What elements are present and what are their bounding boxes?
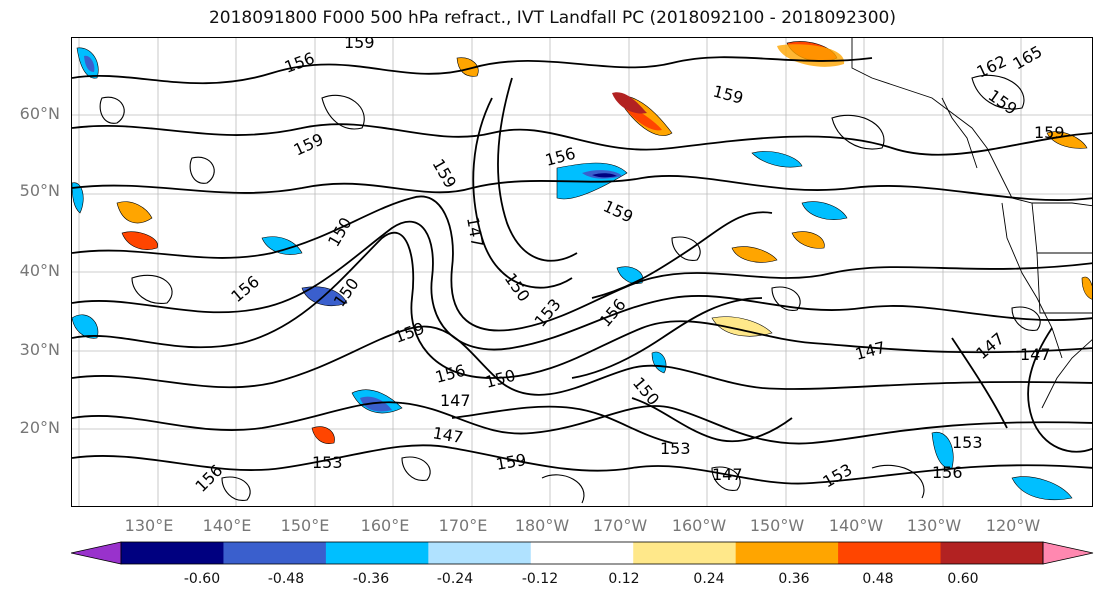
colorbar-tick-label: -0.60 (183, 571, 221, 587)
contour-label: 153 (820, 460, 856, 492)
contour-label: 159 (711, 82, 745, 108)
contour-label: 150 (629, 373, 663, 409)
lon-label-150e: 150°E (280, 516, 330, 535)
contour-label: 159 (1034, 123, 1065, 142)
filled-anomalies (72, 41, 1092, 501)
contour-label: 153 (312, 453, 343, 472)
contour-label: 159 (429, 156, 461, 192)
contour-label: 156 (596, 295, 630, 331)
colorbar-tick-label: -0.12 (521, 571, 559, 587)
colorbar-swatch (940, 542, 1044, 564)
map-title: 2018091800 F000 500 hPa refract., IVT La… (208, 8, 896, 28)
lat-label-50n: 50°N (19, 181, 60, 200)
lon-label-140w: 140°W (828, 516, 884, 535)
colorbar-tick-label: -0.36 (352, 571, 390, 587)
colorbar-swatch (633, 542, 737, 564)
contour-label: 159 (392, 318, 427, 346)
colorbar-tick-label: 0.48 (862, 571, 894, 587)
lon-label-150w: 150°W (749, 516, 805, 535)
colorbar-swatch (735, 542, 839, 564)
contour-label: 156 (932, 463, 963, 482)
contour-label: 162 (974, 51, 1010, 81)
contour-lines (72, 56, 1092, 485)
contour-label: 159 (985, 86, 1021, 119)
lon-label-180w: 180°W (514, 516, 570, 535)
contour-label: 159 (291, 129, 327, 159)
colorbar-min-arrow (71, 541, 122, 565)
contour-label: 159 (344, 38, 375, 52)
colorbar-tick-label: 0.60 (947, 571, 979, 587)
colorbar-tick-label: 0.24 (693, 571, 725, 587)
colorbar-outline (120, 541, 1044, 565)
lat-label-40n: 40°N (19, 261, 60, 280)
contour-label: 147 (853, 338, 887, 364)
colorbar-max-arrow (1042, 541, 1094, 565)
map-panel: 159 156 159 159 156 159 150 147 156 150 … (71, 37, 1093, 507)
lon-label-130e: 130°E (124, 516, 174, 535)
contour-label: 147 (431, 423, 464, 447)
contour-label: 153 (660, 439, 691, 458)
contour-label: 147 (463, 215, 487, 248)
lon-label-170w: 170°W (592, 516, 648, 535)
lon-label-120w: 120°W (985, 516, 1041, 535)
contour-label: 159 (494, 450, 527, 474)
colorbar-swatch (121, 542, 224, 564)
colorbar-swatch (428, 542, 532, 564)
contour-label: 159 (600, 196, 636, 226)
contour-label: 156 (433, 361, 467, 387)
colorbar (71, 541, 1094, 565)
contour-label: 147 (1020, 345, 1051, 364)
contour-label: 153 (952, 433, 983, 452)
colorbar-tick-label: 0.36 (778, 571, 810, 587)
colorbar-swatch (530, 542, 634, 564)
lat-label-60n: 60°N (19, 104, 60, 123)
lat-label-30n: 30°N (19, 340, 60, 359)
lon-label-130w: 130°W (906, 516, 962, 535)
lon-label-160e: 160°E (360, 516, 410, 535)
colorbar-swatch (325, 542, 429, 564)
lon-label-140e: 140°E (202, 516, 252, 535)
lon-label-170e: 170°E (438, 516, 488, 535)
contour-label: 147 (712, 465, 743, 484)
contour-label: 147 (972, 329, 1008, 363)
contour-label: 165 (1010, 42, 1046, 74)
contour-label: 147 (440, 391, 471, 410)
colorbar-swatch (838, 542, 942, 564)
contour-label: 156 (282, 48, 317, 76)
colorbar-tick-label: -0.24 (436, 571, 474, 587)
contour-label: 156 (227, 272, 263, 306)
lon-label-160w: 160°W (671, 516, 727, 535)
lat-label-20n: 20°N (19, 418, 60, 437)
contour-label: 150 (324, 214, 356, 250)
contour-lines-thin (99, 74, 1041, 504)
colorbar-tick-label: -0.48 (267, 571, 305, 587)
colorbar-tick-label: 0.12 (608, 571, 640, 587)
map-canvas: 159 156 159 159 156 159 150 147 156 150 … (72, 38, 1092, 506)
colorbar-swatch (223, 542, 327, 564)
